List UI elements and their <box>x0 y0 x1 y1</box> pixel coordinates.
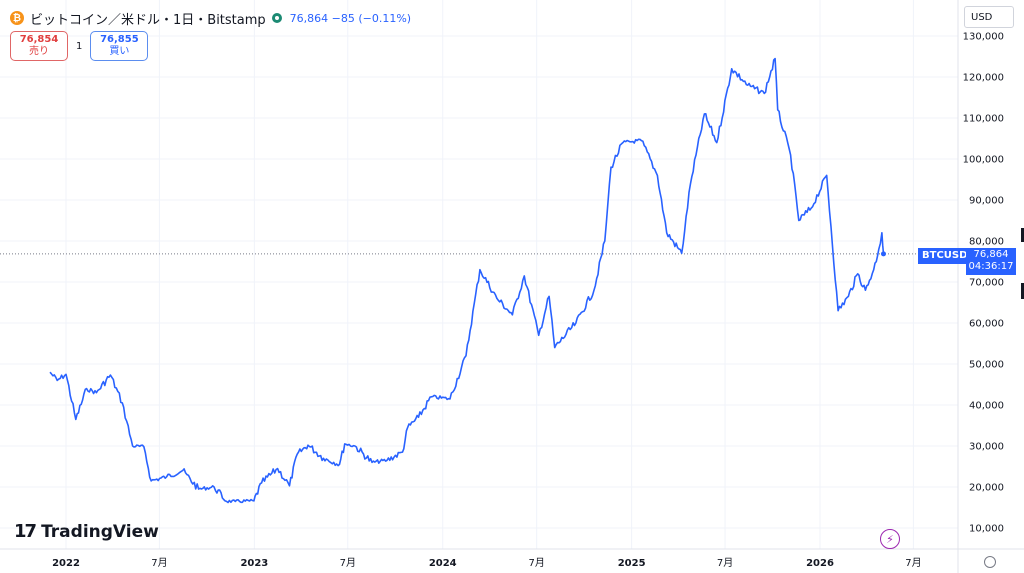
last-price-dot <box>880 251 886 257</box>
sell-button[interactable]: 76,854 売り <box>10 31 68 61</box>
time-axis[interactable]: 2022 7月 2023 7月 2024 7月 2025 7月 2026 7月 <box>52 557 922 569</box>
symbol-header[interactable]: ₿ ビットコイン／米ドル・1日・Bitstamp 76,864 −85 (−0.… <box>10 8 411 28</box>
currency-select[interactable]: USD <box>964 6 1014 28</box>
tradingview-logo-icon: 17 <box>14 521 37 542</box>
y-tick-label: 10,000 <box>969 524 1004 535</box>
x-tick-label: 7月 <box>151 557 167 569</box>
y-tick-label: 20,000 <box>969 483 1004 494</box>
last-price-tag: 76,864 04:36:17 <box>966 248 1016 275</box>
x-tick-label: 7月 <box>528 557 544 569</box>
bitcoin-icon: ₿ <box>10 11 24 25</box>
right-edge-marker <box>1021 283 1024 299</box>
last-price-symbol-tag: BTCUSD <box>918 248 972 264</box>
gear-icon[interactable] <box>984 556 996 568</box>
y-tick-label: 30,000 <box>969 442 1004 453</box>
symbol-title[interactable]: ビットコイン／米ドル・1日・Bitstamp <box>30 12 266 28</box>
price-change-readout: 76,864 −85 (−0.11%) <box>289 11 412 25</box>
market-status-icon[interactable] <box>271 13 282 23</box>
y-tick-label: 90,000 <box>969 196 1004 207</box>
buy-price: 76,855 <box>100 34 139 45</box>
x-tick-label: 7月 <box>340 557 356 569</box>
buy-label: 買い <box>109 46 130 57</box>
price-axis[interactable]: 10,000 20,000 30,000 40,000 50,000 60,000 70,0… <box>963 32 1004 535</box>
y-tick-label: 120,000 <box>963 73 1004 84</box>
buy-button[interactable]: 76,855 買い <box>90 31 149 61</box>
y-tick-label: 60,000 <box>969 319 1004 330</box>
tradingview-watermark[interactable]: 17 TradingView <box>14 521 159 542</box>
sell-label: 売り <box>29 46 49 57</box>
last-price-value: 76,864 <box>973 249 1009 260</box>
price-series-line <box>49 57 885 504</box>
y-tick-label: 50,000 <box>969 360 1004 371</box>
grid <box>0 0 958 549</box>
y-tick-label: 70,000 <box>969 278 1004 289</box>
tradingview-wordmark: TradingView <box>41 521 159 542</box>
y-tick-label: 100,000 <box>963 155 1004 166</box>
y-tick-label: 40,000 <box>969 401 1004 412</box>
y-tick-label: 110,000 <box>963 114 1004 125</box>
sell-price: 76,854 <box>19 34 59 45</box>
x-tick-label: 2026 <box>806 558 834 569</box>
x-tick-label: 7月 <box>717 557 733 569</box>
x-tick-label: 2022 <box>52 558 80 569</box>
x-tick-label: 2024 <box>429 558 457 569</box>
right-edge-marker <box>1021 228 1024 242</box>
lightning-icon[interactable]: ⚡ <box>880 529 900 549</box>
spread-value: 1 <box>76 40 83 52</box>
y-tick-label: 130,000 <box>963 32 1004 43</box>
bar-countdown: 04:36:17 <box>968 261 1014 272</box>
x-tick-label: 2025 <box>618 558 646 569</box>
x-tick-label: 2023 <box>240 558 268 569</box>
x-tick-label: 7月 <box>905 557 921 569</box>
y-tick-label: 80,000 <box>969 237 1004 248</box>
trade-panel: 76,854 売り 1 76,855 買い <box>10 31 149 61</box>
